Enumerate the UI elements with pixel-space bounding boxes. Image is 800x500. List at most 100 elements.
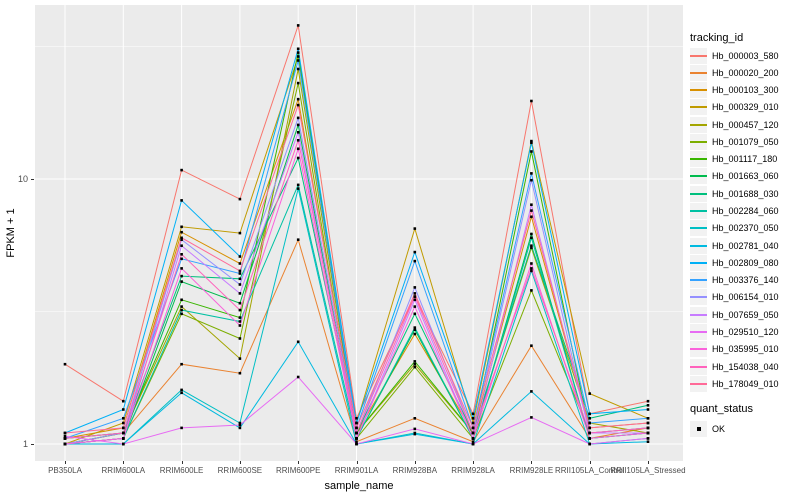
data-point [63, 434, 67, 438]
legend-item-label: Hb_035995_010 [712, 344, 779, 355]
series-color-swatch [690, 330, 707, 333]
data-point [296, 187, 300, 190]
data-point [530, 246, 533, 250]
legend-item: Hb_154038_040 [690, 358, 779, 375]
data-point [413, 417, 417, 420]
series-color-swatch [690, 89, 707, 92]
data-point [238, 277, 242, 281]
data-point [355, 417, 358, 420]
data-point [238, 272, 242, 275]
data-point [471, 442, 475, 446]
data-point [296, 131, 300, 134]
data-point [530, 139, 533, 143]
data-point [355, 426, 358, 430]
data-point [122, 437, 125, 440]
legend-item: Hb_002370_050 [690, 220, 779, 237]
x-tick-mark [298, 461, 300, 464]
legend-item-label: Hb_154038_040 [712, 361, 779, 372]
legend-item-label: Hb_000329_010 [712, 102, 779, 113]
data-point [238, 320, 242, 323]
data-point [180, 199, 183, 202]
data-point [122, 399, 125, 403]
x-axis-title: sample_name [324, 480, 394, 492]
data-point [413, 332, 417, 336]
legend-item: Hb_006154_010 [690, 289, 779, 306]
data-point [296, 47, 300, 51]
legend-item: Hb_178049_010 [690, 375, 779, 392]
data-point [413, 360, 417, 363]
legend-item-label: OK [712, 423, 726, 434]
data-point [180, 312, 183, 316]
legend-item-ok: OK [690, 420, 725, 437]
legend-item-label: Hb_001663_060 [712, 171, 779, 182]
legend-item: Hb_035995_010 [690, 341, 779, 358]
data-point [180, 244, 183, 247]
series-color-swatch [690, 210, 707, 213]
x-tick-mark [648, 461, 649, 464]
data-point [413, 259, 417, 263]
data-point [238, 316, 242, 319]
legend-item: Hb_001117_180 [690, 151, 777, 168]
legend-item-label: Hb_029510_120 [712, 326, 779, 337]
data-point [413, 250, 417, 254]
data-point [588, 392, 591, 395]
data-point [296, 156, 300, 160]
data-point [530, 99, 533, 103]
data-point [238, 262, 242, 265]
y-tick-label-10: 10 [17, 174, 28, 184]
legend-line-key [690, 375, 707, 392]
data-point [530, 267, 533, 270]
legend-line-key [690, 82, 707, 99]
legend-item: Hb_000020_200 [690, 64, 779, 81]
legend-line-key [690, 254, 707, 271]
data-point [588, 437, 591, 440]
y-tick-mark [31, 444, 34, 445]
data-point [413, 227, 417, 230]
data-point [238, 426, 242, 430]
legend-line-key [690, 323, 707, 340]
data-point [180, 391, 183, 395]
data-point [238, 337, 242, 340]
data-point [296, 183, 300, 187]
series-color-swatch [690, 123, 707, 126]
series-color-swatch [690, 158, 707, 161]
x-tick-mark [473, 461, 475, 464]
legend-item-label: Hb_007659_050 [712, 309, 779, 320]
data-point [63, 437, 67, 440]
x-tick-label: RRII105LA_Control [555, 466, 625, 475]
legend-line-key [690, 64, 707, 81]
data-point [180, 305, 183, 308]
series-color-swatch [690, 382, 707, 385]
data-point [180, 308, 183, 312]
legend-line-key [690, 272, 707, 289]
data-point [122, 426, 125, 430]
x-tick-mark [239, 461, 241, 464]
data-point [588, 421, 591, 425]
series-color-swatch [690, 54, 707, 57]
data-point [180, 253, 183, 256]
data-point [238, 231, 242, 235]
data-point [180, 257, 183, 261]
legend-item: Hb_029510_120 [690, 323, 779, 340]
legend-item: Hb_001688_030 [690, 185, 779, 202]
legend-item-label: Hb_000457_120 [712, 119, 779, 130]
legend-line-key [690, 116, 707, 133]
data-point [180, 426, 183, 430]
data-point [238, 197, 242, 201]
series-color-swatch [690, 313, 707, 316]
data-point [122, 431, 125, 435]
data-point [646, 426, 650, 430]
data-point [646, 408, 650, 411]
data-point [122, 408, 125, 411]
square-point-icon [696, 426, 701, 431]
data-point [355, 442, 358, 446]
data-point [355, 431, 358, 435]
data-point [471, 440, 475, 443]
data-point [530, 141, 533, 145]
data-point [413, 295, 417, 298]
data-point [238, 421, 242, 425]
legend-line-key [690, 220, 707, 237]
legend-line-key [690, 237, 707, 254]
legend-item-label: Hb_002284_060 [712, 206, 779, 217]
data-point [355, 440, 358, 443]
